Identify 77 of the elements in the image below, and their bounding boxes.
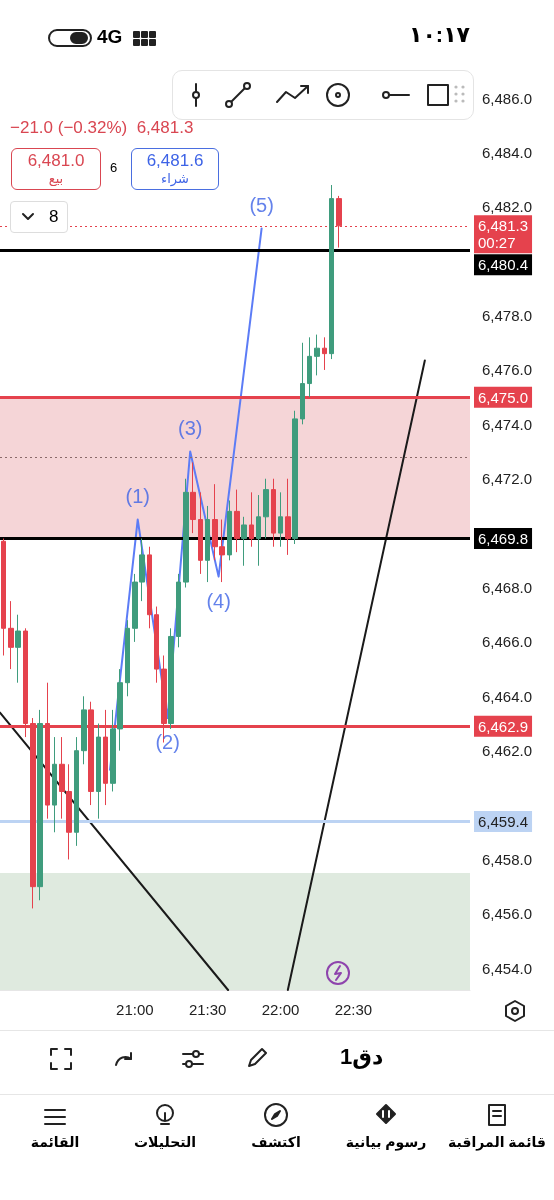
y-tick-label: 6,454.0 <box>482 959 533 977</box>
text: 4G <box>97 26 123 48</box>
text: التحليلات <box>133 1134 197 1150</box>
candlestick <box>271 478 276 548</box>
ref-line-label: 6,481.3 00:27 <box>478 217 529 252</box>
x-tick-label: 21:30 <box>188 1001 227 1018</box>
candlestick <box>15 614 21 684</box>
candlestick <box>125 619 130 697</box>
candlestick <box>147 546 152 629</box>
y-tick-label: 6,486.0 <box>482 89 533 107</box>
candlestick <box>8 600 14 670</box>
x-tick-label: 22:30 <box>334 1001 373 1018</box>
text: ١٠:١٧ <box>408 22 470 48</box>
x-tick-label: 22:00 <box>261 1001 300 1018</box>
candlestick <box>278 491 283 548</box>
annotation: (2) <box>155 731 180 754</box>
y-tick-label: 6,462.0 <box>482 742 533 760</box>
text: 1دق <box>340 1044 384 1070</box>
candlestick <box>81 695 87 765</box>
text: اكتشف <box>250 1134 302 1150</box>
text: −21.0 (−0.32%) 6,481.3 <box>10 118 194 138</box>
y-tick-label: 6,482.0 <box>482 198 533 216</box>
ref-line-label: 6,469.8 <box>478 530 529 548</box>
candlestick <box>1 538 6 656</box>
annotation: (3) <box>177 416 203 439</box>
candlestick <box>37 709 43 901</box>
annotation: شراء <box>160 171 190 186</box>
ref-line-label: 6,475.0 <box>478 388 529 406</box>
candlestick <box>314 334 320 376</box>
candlestick <box>198 491 203 575</box>
candlestick <box>292 410 298 545</box>
text: القائمة <box>29 1134 81 1150</box>
candlestick <box>241 516 247 567</box>
x-tick-label: 21:00 <box>116 1001 154 1018</box>
candlestick <box>52 736 57 833</box>
candlestick <box>154 606 159 684</box>
y-tick-label: 6,458.0 <box>482 850 533 868</box>
annotation: (4) <box>206 589 231 612</box>
y-tick-label: 6,484.0 <box>482 143 533 161</box>
annotation: 6,481.0 <box>26 151 86 171</box>
y-tick-label: 6,472.0 <box>482 470 533 488</box>
candlestick <box>285 478 291 556</box>
annotation: 6,481.6 <box>145 151 205 171</box>
annotation: (1) <box>125 484 150 507</box>
candlestick <box>190 461 196 534</box>
candlestick <box>227 499 232 561</box>
y-tick-label: 6,474.0 <box>482 415 533 433</box>
candlestick <box>168 627 174 730</box>
ref-line-label: 6,459.4 <box>478 812 529 830</box>
y-tick-label: 6,456.0 <box>482 905 533 923</box>
candlestick <box>234 489 240 553</box>
annotation: بيع <box>47 171 65 186</box>
candlestick <box>263 478 269 540</box>
candlestick <box>205 505 210 583</box>
y-tick-label: 6,468.0 <box>482 579 533 597</box>
ref-line-label: 6,462.9 <box>478 717 529 735</box>
candlestick <box>176 573 181 648</box>
y-tick-label: 6,464.0 <box>482 687 533 705</box>
annotation: 6 <box>110 160 118 175</box>
candlestick <box>256 494 261 567</box>
annotation: (5) <box>249 193 274 216</box>
dropdown: 8 <box>10 201 68 233</box>
candlestick <box>249 491 254 548</box>
text: رسوم بيانية <box>344 1134 428 1150</box>
ref-line-label: 6,480.4 <box>478 256 529 274</box>
candlestick <box>183 478 189 589</box>
text: قائمة المراقبة <box>447 1134 547 1150</box>
candlestick <box>322 336 327 371</box>
candlestick <box>96 722 101 820</box>
y-tick-label: 6,478.0 <box>482 307 533 325</box>
y-tick-label: 6,476.0 <box>482 361 533 379</box>
candlestick <box>74 736 79 847</box>
annotation: 8 <box>49 207 59 227</box>
candlestick <box>329 184 334 360</box>
candlestick <box>307 336 312 398</box>
candlestick <box>300 342 305 425</box>
y-tick-label: 6,466.0 <box>482 633 533 651</box>
